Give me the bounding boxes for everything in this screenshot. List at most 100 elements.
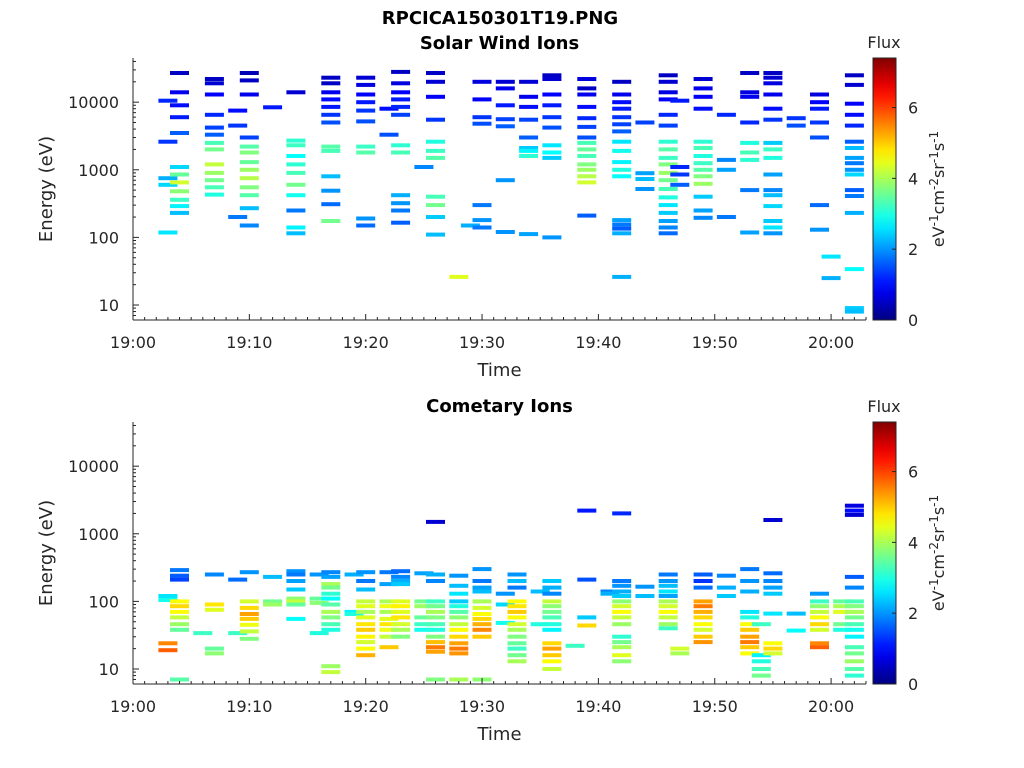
heatmap-cell <box>844 82 864 87</box>
heatmap-cell <box>170 189 189 194</box>
heatmap-cell <box>321 582 341 587</box>
heatmap-cell <box>844 503 864 508</box>
y-tick-label: 1000 <box>78 525 119 544</box>
heatmap-cell <box>321 144 341 149</box>
heatmap-cell <box>449 573 469 578</box>
heatmap-cell <box>658 626 678 631</box>
x-tick-label: 19:50 <box>692 333 738 352</box>
heatmap-cell <box>391 150 411 155</box>
heatmap-cell <box>844 172 864 177</box>
heatmap-cell <box>449 604 469 609</box>
heatmap-cell <box>693 208 713 213</box>
heatmap-cell <box>740 157 760 162</box>
heatmap-cell <box>658 73 678 78</box>
x-tick-label: 19:10 <box>226 333 272 352</box>
heatmap-cell <box>542 235 562 240</box>
heatmap-cell <box>612 167 632 172</box>
heatmap-cell <box>844 161 864 166</box>
heatmap-cell <box>612 218 632 223</box>
heatmap-cell <box>612 148 632 153</box>
heatmap-cell <box>519 117 539 122</box>
heatmap-cell <box>740 615 760 620</box>
heatmap-cell <box>414 599 434 604</box>
heatmap-cell <box>391 220 411 225</box>
heatmap-cell <box>239 135 259 140</box>
heatmap-cell <box>449 677 469 682</box>
heatmap-cell <box>495 86 515 91</box>
heatmap-cell <box>286 182 306 187</box>
heatmap-cell <box>495 117 515 122</box>
heatmap-cell <box>763 225 783 230</box>
heatmap-cell <box>356 216 376 221</box>
heatmap-cell <box>658 97 678 102</box>
heatmap-cell <box>740 120 760 125</box>
heatmap-cell <box>391 193 411 198</box>
heatmap-cell <box>356 92 376 97</box>
heatmap-cell <box>321 148 341 153</box>
heatmap-cell <box>635 120 655 125</box>
heatmap-cell <box>170 180 189 185</box>
heatmap-cell <box>658 178 678 183</box>
heatmap-cell <box>810 135 829 140</box>
heatmap-cell <box>844 651 864 656</box>
heatmap-cell <box>495 602 515 607</box>
heatmap-cell <box>286 208 306 213</box>
heatmap-cell <box>170 615 189 620</box>
heatmap-cell <box>472 225 492 230</box>
heatmap-cell <box>542 659 562 664</box>
heatmap-cell <box>612 226 632 231</box>
heatmap-cell <box>542 604 562 609</box>
heatmap-cell <box>170 197 189 202</box>
x-tick-label: 19:10 <box>226 697 272 716</box>
heatmap-cell <box>740 90 760 95</box>
heatmap-cell <box>693 94 713 99</box>
heatmap-cell <box>356 622 376 627</box>
heatmap-cell <box>286 231 306 236</box>
heatmap-cell <box>391 201 411 206</box>
heatmap-cell <box>530 589 550 594</box>
heatmap-cell <box>379 599 399 604</box>
colorbar-tick-label: 0 <box>908 311 918 330</box>
heatmap-cell <box>286 170 306 175</box>
heatmap-cell <box>658 579 678 583</box>
colorbar-tick-label: 4 <box>908 533 918 552</box>
heatmap-cell <box>379 582 399 587</box>
heatmap-cell <box>449 591 469 596</box>
heatmap-cell <box>286 572 306 577</box>
heatmap-cell <box>170 172 189 177</box>
heatmap-cell <box>204 651 224 656</box>
heatmap-cell <box>449 634 469 639</box>
heatmap-cell <box>670 182 690 187</box>
heatmap-cell <box>286 143 306 148</box>
heatmap-cell <box>158 598 178 602</box>
heatmap-cell <box>356 223 376 228</box>
heatmap-cell <box>472 612 492 616</box>
heatmap-cell <box>612 160 632 165</box>
heatmap-cell <box>844 194 864 198</box>
heatmap-cell <box>612 79 632 84</box>
heatmap-cell <box>472 97 492 102</box>
heatmap-cell <box>658 139 678 144</box>
heatmap-cell <box>693 146 713 150</box>
heatmap-cell <box>321 97 341 102</box>
heatmap-cell <box>391 609 411 614</box>
heatmap-cell <box>670 646 690 651</box>
heatmap-cell <box>577 615 597 620</box>
heatmap-cell <box>542 77 562 81</box>
heatmap-cell <box>286 579 306 583</box>
heatmap-cell <box>844 139 864 144</box>
heatmap-cell <box>658 604 678 609</box>
heatmap-cell <box>635 187 655 191</box>
heatmap-cell <box>716 573 736 578</box>
heatmap-cell <box>670 165 690 169</box>
panel-title: Solar Wind Ions <box>420 33 579 54</box>
heatmap-cell <box>763 518 783 522</box>
heatmap-cell <box>507 622 527 627</box>
heatmap-cell <box>844 123 864 128</box>
heatmap-cell <box>763 71 783 75</box>
heatmap-cell <box>693 627 713 632</box>
heatmap-cell <box>519 148 539 153</box>
heatmap-cell <box>763 147 783 152</box>
heatmap-cell <box>449 627 469 632</box>
heatmap-cell <box>577 124 597 129</box>
